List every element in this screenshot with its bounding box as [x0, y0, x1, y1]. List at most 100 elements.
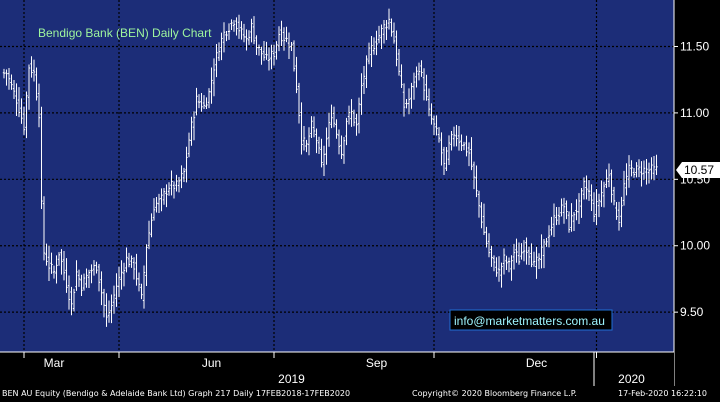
ohlc-bar [190, 116, 193, 146]
ohlc-bar [605, 169, 608, 188]
ohlc-bar [282, 27, 286, 51]
ohlc-bar [95, 261, 98, 274]
ohlc-bar [617, 201, 621, 231]
ohlc-bar [550, 216, 553, 236]
ohlc-bar [440, 132, 443, 166]
ohlc-bar [595, 188, 598, 226]
ohlc-bar [475, 165, 478, 198]
ohlc-bar [422, 68, 426, 101]
ohlc-bar [520, 243, 523, 260]
x-month-label: Jun [202, 356, 221, 370]
price-bars [2, 8, 658, 327]
ohlc-bar [502, 248, 506, 275]
ohlc-bar [210, 67, 213, 104]
ohlc-bar [575, 199, 578, 221]
ohlc-bar [547, 225, 551, 248]
ohlc-bar [25, 91, 28, 139]
footer-copyright: Copyright© 2020 Bloomberg Finance L.P. [412, 389, 577, 398]
ohlc-bar [267, 47, 271, 71]
x-month-label: Mar [44, 356, 65, 370]
ohlc-bar [322, 145, 326, 177]
ohlc-bar [232, 20, 236, 32]
ohlc-bar [240, 21, 243, 40]
ohlc-bar [630, 160, 633, 177]
ohlc-bar [635, 162, 638, 178]
ohlc-bar [340, 135, 343, 159]
ohlc-bar [372, 37, 376, 55]
ohlc-bar [417, 62, 421, 81]
ohlc-bar [497, 256, 501, 282]
ohlc-bar [580, 187, 583, 218]
ohlc-bar [162, 188, 166, 205]
footer-bar: BEN AU Equity (Bendigo & Adelaide Bank L… [0, 386, 720, 402]
ohlc-bar [280, 20, 283, 46]
ohlc-bar [350, 99, 353, 127]
ohlc-bar [115, 273, 118, 307]
ohlc-bar [525, 237, 528, 265]
ohlc-bar [160, 188, 163, 212]
ohlc-bar [570, 203, 573, 232]
x-axis: Mar Jun Sep Dec 2019 2020 [0, 351, 674, 386]
ohlc-bar [577, 193, 581, 224]
ohlc-bar [535, 246, 538, 279]
ohlc-bar [60, 249, 63, 275]
ohlc-bar [332, 106, 336, 128]
ohlc-bar [465, 135, 468, 157]
ohlc-bar [355, 113, 358, 136]
ohlc-bar [482, 203, 486, 236]
ohlc-bar [375, 30, 378, 56]
ohlc-bar [612, 186, 616, 206]
ohlc-bar [252, 16, 256, 45]
ohlc-bar [352, 109, 356, 127]
ohlc-bar [645, 159, 648, 185]
ohlc-bar [402, 83, 406, 117]
ohlc-bar [415, 66, 418, 88]
ohlc-bar [412, 72, 416, 100]
ohlc-bar [642, 160, 646, 180]
ohlc-bar [325, 127, 328, 165]
ohlc-bar [132, 257, 136, 280]
ohlc-bar [637, 159, 641, 178]
ohlc-bar [55, 255, 58, 284]
ohlc-bar [290, 41, 293, 52]
ohlc-bar [480, 202, 483, 229]
ohlc-bar [435, 115, 438, 136]
ohlc-bar [197, 94, 201, 109]
ohlc-bar [477, 190, 481, 218]
ohlc-bar [345, 117, 348, 146]
ohlc-bar [207, 88, 211, 109]
ohlc-bar [177, 176, 181, 193]
x-year-label: 2020 [618, 372, 645, 386]
ohlc-bar [195, 87, 198, 116]
ohlc-bar [182, 167, 186, 183]
ohlc-bar [35, 67, 38, 101]
ohlc-bar [235, 17, 238, 36]
ohlc-bar [410, 82, 413, 109]
ohlc-bar [205, 97, 208, 110]
ohlc-bar [170, 170, 173, 196]
ohlc-bar [437, 127, 441, 143]
ohlc-bar [270, 44, 273, 70]
ohlc-bar [517, 242, 521, 265]
ohlc-bar [505, 255, 508, 270]
ohlc-bar [22, 106, 26, 135]
ohlc-bar [390, 18, 393, 37]
ohlc-bar [652, 156, 656, 181]
ohlc-bar [265, 41, 268, 60]
ohlc-bar [530, 243, 533, 268]
ohlc-bar [12, 79, 16, 99]
ohlc-bar [292, 40, 296, 72]
ohlc-bar [245, 29, 248, 51]
ohlc-bar [32, 59, 36, 82]
ohlc-bar [45, 243, 48, 266]
ohlc-bar [337, 129, 341, 155]
ohlc-bar [10, 74, 13, 90]
ohlc-bar [572, 211, 576, 231]
ohlc-bar [155, 196, 158, 213]
ohlc-bar [70, 286, 73, 316]
ohlc-bar [277, 26, 281, 52]
plot-area [0, 0, 674, 352]
ohlc-bar [257, 44, 261, 56]
ohlc-bar [467, 142, 471, 167]
ohlc-bar [492, 255, 496, 272]
